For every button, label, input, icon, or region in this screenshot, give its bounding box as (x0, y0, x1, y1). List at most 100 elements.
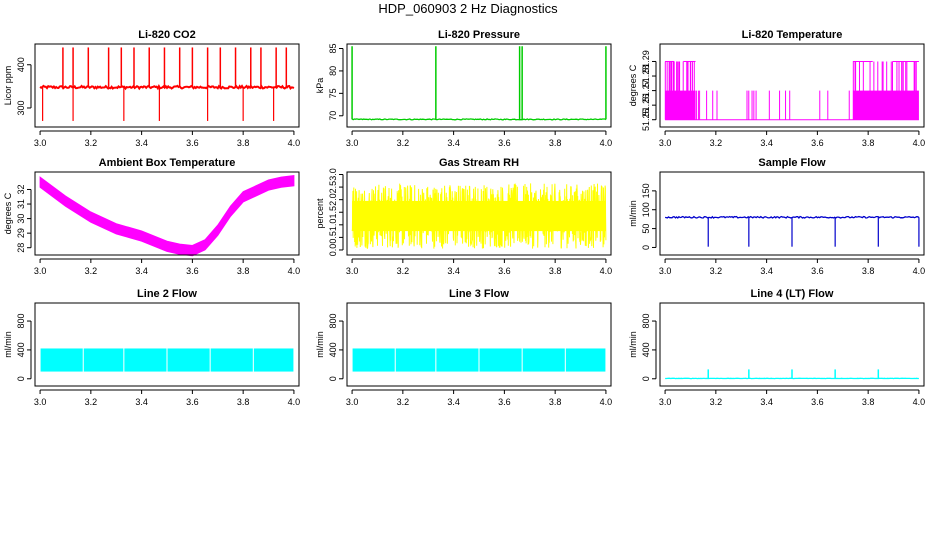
y-tick-label: 0.5 (328, 231, 338, 244)
y-tick-label: 30 (16, 214, 26, 224)
y-tick-label: 800 (16, 314, 26, 329)
y-tick-label: 300 (16, 100, 26, 115)
series-line (351, 118, 607, 121)
plot-frame (346, 302, 612, 387)
x-tick-label: 3.6 (186, 138, 199, 148)
chart-panel: Gas Stream RH percent 3.0 3.2 3.4 3.6 3.8 4.0 0.… (315, 157, 612, 276)
plot-frame (659, 302, 925, 387)
plot-frame (34, 171, 300, 256)
x-tick-label: 3.2 (710, 266, 723, 276)
y-tick-label: 70 (328, 111, 338, 121)
plot-frame (346, 171, 612, 256)
x-tick-label: 3.8 (237, 138, 250, 148)
x-tick-label: 3.8 (862, 266, 875, 276)
y-tick-label: 400 (16, 342, 26, 357)
x-tick-label: 3.4 (447, 138, 460, 148)
series-band (40, 348, 83, 372)
x-tick-label: 3.6 (186, 266, 199, 276)
y-tick-label: 0.0 (328, 244, 338, 257)
y-axis-label: ml/min (3, 331, 13, 358)
series-band (352, 200, 606, 232)
chart-title: Ambient Box Temperature (99, 157, 236, 169)
x-tick-label: 3.0 (659, 397, 672, 407)
chart-panel: Sample Flow ml/min 3.0 3.2 3.4 3.6 3.8 4.0 0 50 10… (628, 157, 925, 276)
x-tick-label: 3.4 (447, 397, 460, 407)
x-tick-label: 3.6 (498, 397, 511, 407)
plot-frame (659, 43, 925, 128)
x-tick-label: 3.6 (498, 138, 511, 148)
y-axis-label: ml/min (628, 331, 638, 358)
x-tick-label: 3.0 (34, 397, 47, 407)
series-band (124, 348, 167, 372)
chart-panel: Ambient Box Temperature degrees C 3.0 3.2 3.… (3, 157, 300, 276)
data-series (39, 175, 295, 257)
y-axis-label: ml/min (628, 200, 638, 227)
series-band (83, 348, 124, 372)
x-tick-label: 3.4 (760, 397, 773, 407)
y-tick-label: 75 (328, 88, 338, 98)
x-tick-label: 3.8 (862, 138, 875, 148)
chart-panel: Li-820 CO2 Licor ppm 3.0 3.2 3.4 3.6 3.8 4.0 300… (3, 29, 300, 148)
data-series (351, 183, 607, 249)
y-tick-label: 51.25 (641, 108, 651, 131)
x-tick-label: 4.0 (288, 138, 301, 148)
chart-title: Gas Stream RH (439, 157, 519, 169)
y-tick-label: 32 (16, 184, 26, 194)
x-tick-label: 4.0 (600, 138, 613, 148)
series-band (39, 175, 295, 257)
x-tick-label: 3.4 (447, 266, 460, 276)
y-axis-label: percent (315, 198, 325, 229)
x-tick-label: 3.2 (85, 138, 98, 148)
x-tick-label: 3.0 (659, 266, 672, 276)
y-tick-label: 800 (641, 314, 651, 329)
y-tick-label: 1.0 (328, 219, 338, 232)
x-tick-label: 3.4 (760, 266, 773, 276)
y-tick-label: 51.28 (641, 65, 651, 88)
series-band (352, 348, 395, 372)
x-tick-label: 3.4 (760, 138, 773, 148)
x-tick-label: 3.2 (397, 397, 410, 407)
chart-panel: Line 3 Flow ml/min 3.0 3.2 3.4 3.6 3.8 4.0 0 400 8… (315, 288, 612, 407)
y-axis-label: ml/min (315, 331, 325, 358)
y-tick-label: 0 (641, 245, 651, 250)
y-tick-label: 800 (328, 314, 338, 329)
series-band (479, 348, 522, 372)
x-tick-label: 3.8 (237, 397, 250, 407)
y-tick-label: 28 (16, 243, 26, 253)
plot-frame (34, 43, 300, 128)
chart-panel: Li-820 Pressure kPa 3.0 3.2 3.4 3.6 3.8 4.0 70 75… (315, 29, 612, 148)
plot-frame (34, 302, 300, 387)
chart-panel: Line 4 (LT) Flow ml/min 3.0 3.2 3.4 3.6 3.8 4.0… (628, 288, 925, 407)
y-tick-label: 85 (328, 43, 338, 53)
data-series (40, 348, 294, 372)
x-tick-label: 3.0 (346, 266, 359, 276)
y-tick-label: 29 (16, 228, 26, 238)
y-tick-label: 150 (641, 183, 651, 198)
y-tick-label: 50 (641, 224, 651, 234)
chart-title: Line 4 (LT) Flow (751, 288, 834, 300)
y-tick-label: 31 (16, 199, 26, 209)
chart-panel: Li-820 Temperature degrees C 3.0 3.2 3.4 3.6 3… (628, 29, 925, 148)
y-axis-label: Licor ppm (3, 66, 13, 106)
x-tick-label: 3.2 (710, 138, 723, 148)
data-series (39, 47, 295, 121)
chart-title: Li-820 CO2 (138, 29, 195, 41)
y-tick-label: 51.27 (641, 79, 651, 102)
x-tick-label: 3.2 (397, 138, 410, 148)
series-band (253, 348, 294, 372)
x-tick-label: 3.8 (549, 266, 562, 276)
x-tick-label: 3.2 (85, 397, 98, 407)
y-tick-label: 2.5 (328, 181, 338, 194)
y-tick-label: 51.26 (641, 94, 651, 117)
data-series (664, 215, 920, 247)
y-tick-label: 400 (328, 342, 338, 357)
plot-frame (659, 171, 925, 256)
x-tick-label: 3.2 (85, 266, 98, 276)
chart-panel: Line 2 Flow ml/min 3.0 3.2 3.4 3.6 3.8 4.0 0 400 8… (3, 288, 300, 407)
x-tick-label: 4.0 (913, 138, 926, 148)
y-tick-label: 100 (641, 202, 651, 217)
x-tick-label: 4.0 (600, 266, 613, 276)
series-band (565, 348, 606, 372)
x-tick-label: 4.0 (913, 397, 926, 407)
